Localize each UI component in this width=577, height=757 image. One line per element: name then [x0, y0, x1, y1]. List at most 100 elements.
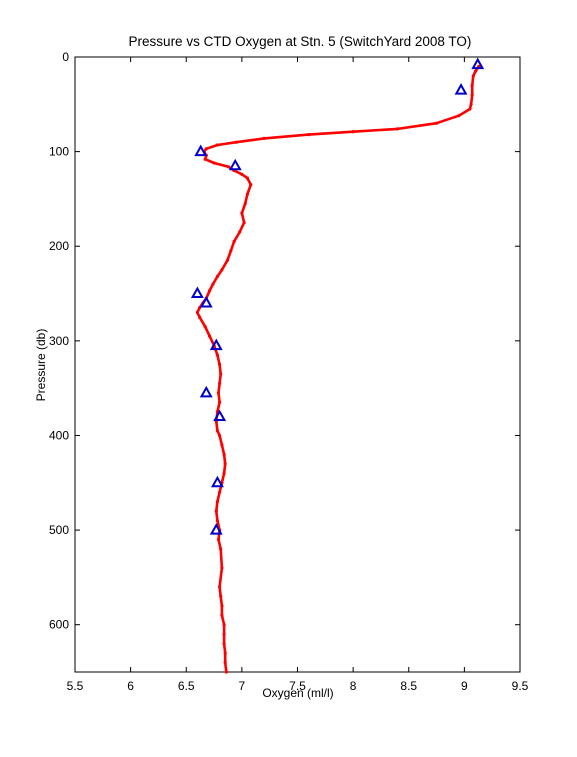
oxygen-profile-point [470, 83, 474, 87]
y-axis-label: Pressure (db) [34, 329, 48, 402]
oxygen-profile-point [219, 594, 223, 598]
oxygen-profile-point [215, 353, 219, 357]
oxygen-profile-point [469, 102, 473, 106]
bottle-sample-marker [209, 523, 223, 535]
bottle-sample-marker [199, 295, 213, 308]
oxygen-profile-point [218, 585, 222, 589]
oxygen-profile-point [204, 147, 208, 151]
oxygen-profile-point [215, 274, 219, 279]
oxygen-profile-point [240, 172, 244, 176]
oxygen-profile-point [222, 623, 226, 627]
x-tick-labels: 5.5 6 6.5 7 7.5 8 8.5 9 9.5 [67, 679, 529, 693]
oxygen-profile-point [223, 660, 227, 665]
oxygen-profile-point [468, 107, 472, 111]
bottle-sample-marker [213, 409, 227, 421]
oxygen-profile-point [229, 249, 233, 253]
bottle-sample-marker [194, 144, 208, 157]
bottle-sample-marker [209, 338, 223, 351]
oxygen-profile-point [223, 462, 227, 466]
oxygen-profile-point [218, 490, 222, 494]
oxygen-profile-point [215, 500, 219, 504]
oxygen-profile-point [242, 221, 246, 225]
oxygen-profile-point [223, 651, 227, 655]
oxygen-profile-point [214, 509, 218, 513]
x-tick-label: 6.5 [178, 679, 195, 693]
oxygen-profile-point [218, 362, 222, 367]
y-tick-labels: 0 100 200 300 400 500 600 [49, 50, 69, 632]
x-tick-label: 9.5 [512, 679, 529, 693]
plot-area [74, 56, 521, 674]
oxygen-profile-point [240, 211, 244, 215]
oxygen-profile-point [220, 566, 224, 570]
oxygen-profile-point [471, 74, 475, 78]
x-axis-label: Oxygen (ml/l) [262, 686, 333, 700]
series-marker-layer [190, 57, 485, 535]
oxygen-profile-point [218, 381, 222, 385]
oxygen-profile-point [457, 114, 461, 118]
bottle-sample-marker [454, 83, 468, 95]
oxygen-profile-point [262, 136, 266, 140]
oxygen-profile-point [222, 632, 226, 636]
oxygen-profile-point [307, 133, 311, 137]
oxygen-profile-point [203, 157, 207, 161]
oxygen-profile-point [222, 471, 226, 475]
oxygen-profile-point [216, 537, 221, 542]
x-tick-label: 8 [350, 679, 357, 693]
y-tick-label: 600 [49, 618, 69, 632]
oxygen-profile-point [218, 400, 222, 404]
axis-ticks [74, 56, 521, 672]
oxygen-profile-point [396, 127, 400, 131]
oxygen-profile-point [225, 258, 229, 262]
oxygen-profile-point [351, 130, 355, 134]
plot-frame [74, 56, 521, 673]
oxygen-profile-point [220, 604, 224, 608]
oxygen-profile-point [243, 202, 247, 206]
oxygen-profile-point [195, 310, 199, 315]
x-tick-label: 9 [461, 679, 468, 693]
oxygen-profile-point [226, 165, 231, 169]
oxygen-profile-point [238, 230, 242, 234]
x-tick-label: 6 [127, 679, 134, 693]
y-tick-label: 100 [49, 145, 69, 159]
x-tick-label: 5.5 [67, 679, 84, 693]
oxygen-profile-point [220, 613, 224, 617]
oxygen-profile-point [222, 642, 226, 646]
bottle-sample-marker [471, 57, 485, 70]
oxygen-profile-point [215, 143, 219, 147]
oxygen-profile-point [220, 268, 224, 272]
oxygen-profile-point [208, 289, 212, 293]
oxygen-profile-point [245, 192, 249, 196]
oxygen-profile-point [211, 282, 215, 286]
oxygen-profile-point [215, 429, 219, 433]
oxygen-profile-point [245, 176, 249, 180]
oxygen-profile-point [222, 452, 226, 456]
oxygen-profile-point [218, 433, 222, 438]
bottle-sample-marker [228, 158, 242, 171]
oxygen-profile-point [208, 334, 212, 338]
oxygen-profile-point [216, 391, 221, 395]
bottle-sample-marker [190, 286, 204, 298]
oxygen-profile-point [435, 121, 439, 125]
x-tick-label: 7.5 [289, 679, 306, 693]
y-tick-label: 0 [62, 50, 69, 64]
oxygen-profile-point [203, 325, 207, 329]
oxygen-profile-point [215, 519, 219, 523]
oxygen-profile-point [219, 547, 223, 551]
y-tick-label: 200 [49, 239, 69, 253]
oxygen-profile-point [212, 161, 216, 165]
y-tick-label: 400 [49, 428, 69, 442]
oxygen-profile-point [198, 315, 202, 319]
chart-title: Pressure vs CTD Oxygen at Stn. 5 (Switch… [129, 34, 472, 49]
oxygen-profile-point [470, 93, 474, 97]
bottle-sample-marker [199, 385, 213, 398]
y-tick-label: 500 [49, 523, 69, 537]
y-tick-label: 300 [49, 334, 69, 348]
oxygen-profile-point [232, 239, 236, 244]
oxygen-profile-point [234, 140, 238, 144]
oxygen-profile-point [220, 443, 224, 447]
bottle-sample-marker [211, 475, 224, 488]
x-tick-label: 8.5 [400, 679, 417, 693]
oxygen-profile-point [219, 372, 223, 376]
x-tick-label: 7 [239, 679, 246, 693]
